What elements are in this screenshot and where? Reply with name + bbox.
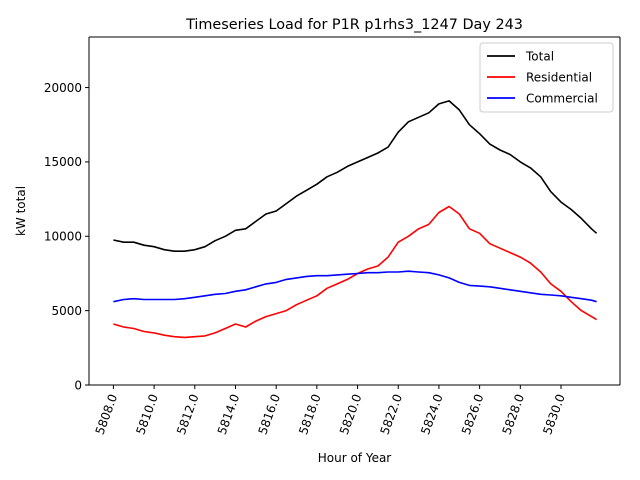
- y-tick-label: 5000: [51, 304, 82, 318]
- y-tick-label: 20000: [44, 81, 82, 95]
- y-tick-label: 10000: [44, 230, 82, 244]
- series-line-commercial: [113, 270, 597, 303]
- series-line-total: [113, 100, 598, 252]
- legend-label-total: Total: [525, 49, 554, 63]
- legend-label-residential: Residential: [526, 70, 592, 84]
- legend-label-commercial: Commercial: [526, 91, 598, 105]
- series-layer: [113, 100, 598, 339]
- x-axis-label: Hour of Year: [318, 451, 392, 465]
- legend: Total Residential Commercial: [479, 42, 614, 113]
- y-tick-label: 0: [74, 378, 82, 392]
- y-tick-label: 15000: [44, 155, 82, 169]
- legend-box: [479, 42, 614, 113]
- y-axis-label: kW total: [14, 186, 28, 236]
- chart-title: Timeseries Load for P1R p1rhs3_1247 Day …: [185, 17, 523, 33]
